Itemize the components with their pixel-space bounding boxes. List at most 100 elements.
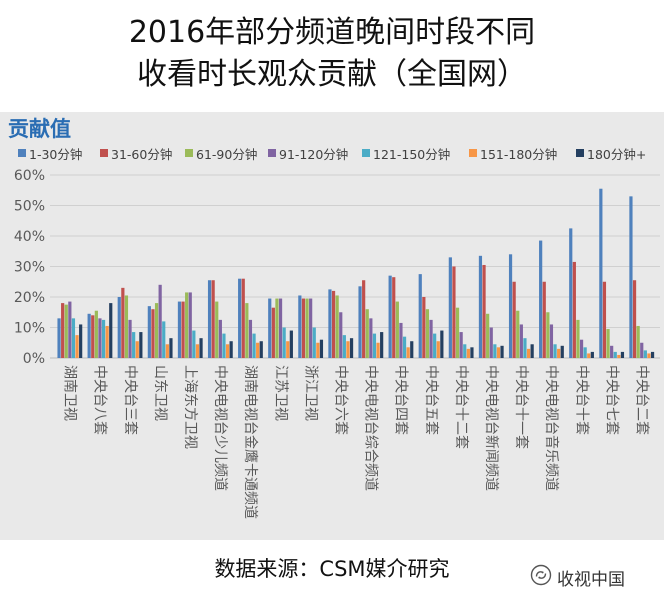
bar-series-2-cat-13 <box>422 297 426 358</box>
y-tick-label: 40% <box>14 229 45 245</box>
bar-series-4-cat-2 <box>98 318 102 358</box>
x-tick-label: 中央台十套 <box>573 365 589 435</box>
bar-series-1-cat-12 <box>388 275 392 358</box>
bar-series-7-cat-10 <box>349 338 354 358</box>
bar-series-2-cat-2 <box>91 315 95 358</box>
bar-series-2-cat-16 <box>512 281 516 358</box>
legend-swatch <box>18 149 26 157</box>
y-tick-label: 30% <box>14 260 45 276</box>
bar-series-4-cat-13 <box>429 319 433 359</box>
bar-series-6-cat-2 <box>105 325 109 358</box>
bar-series-6-cat-4 <box>165 344 169 358</box>
bar-series-5-cat-5 <box>192 330 196 358</box>
bar-series-3-cat-10 <box>335 295 339 358</box>
bar-series-1-cat-1 <box>57 318 61 358</box>
legend-label: 1-30分钟 <box>29 146 83 162</box>
bar-series-6-cat-3 <box>135 341 139 358</box>
bar-series-1-cat-11 <box>358 286 362 358</box>
legend-item-91-120min: 91-120分钟 <box>268 145 348 162</box>
bar-chart-plot: 0% 10% 20% 30% 40% 50% 60% 湖南卫视 中央台八套 中央台三套 山东卫视 上海… <box>14 168 660 519</box>
bar-series-7-cat-18 <box>590 351 594 358</box>
data-source-note: 数据来源：CSM媒介研究 <box>214 557 450 581</box>
bar-series-3-cat-9 <box>305 298 309 358</box>
legend-label: 180分钟+ <box>587 146 647 162</box>
bar-series-4-cat-7 <box>248 319 253 359</box>
bar-series-7-cat-13 <box>440 330 444 358</box>
bar-series-4-cat-12 <box>399 322 403 358</box>
watermark-text: 收视中国 <box>557 569 625 590</box>
bar-series-5-cat-16 <box>523 338 527 358</box>
chart-title-line-2: 收看时长观众贡献（全国网） <box>137 57 527 92</box>
bar-series-3-cat-11 <box>365 309 369 358</box>
bar-series-5-cat-18 <box>583 347 587 358</box>
bar-series-3-cat-13 <box>425 309 430 358</box>
y-tick-label: 50% <box>14 199 45 215</box>
legend-item-31-60min: 31-60分钟 <box>100 145 172 162</box>
bar-series-4-cat-18 <box>579 339 584 358</box>
bar-series-6-cat-10 <box>346 341 350 358</box>
bar-series-6-cat-18 <box>587 353 591 358</box>
bar-series-4-cat-17 <box>549 324 554 358</box>
bar-series-7-cat-9 <box>319 339 324 358</box>
bar-series-7-cat-4 <box>169 338 173 358</box>
legend-item-180min-plus: 180分钟+ <box>576 145 647 162</box>
x-tick-label: 上海东方卫视 <box>182 365 198 449</box>
bar-series-6-cat-11 <box>376 342 380 358</box>
bar-series-4-cat-6 <box>218 319 222 359</box>
bar-series-4-cat-5 <box>188 292 192 358</box>
bar-series-6-cat-9 <box>316 342 320 358</box>
bar-series-5-cat-1 <box>71 318 76 358</box>
bar-series-7-cat-15 <box>500 345 504 358</box>
x-tick-label: 中央电视台新闻频道 <box>483 365 499 491</box>
x-tick-label: 中央电视台综合频道 <box>363 365 379 491</box>
bar-series-5-cat-3 <box>132 332 136 358</box>
y-tick-label: 60% <box>14 168 45 184</box>
x-tick-label: 中央电视台音乐频道 <box>543 365 560 491</box>
bar-series-7-cat-3 <box>139 332 143 358</box>
bar-series-6-cat-12 <box>406 347 410 358</box>
bar-series-6-cat-14 <box>466 348 470 358</box>
x-tick-label: 中央台五套 <box>423 365 439 435</box>
bar-series-3-cat-14 <box>455 307 460 358</box>
bar-series-5-cat-10 <box>342 335 346 359</box>
bar-series-2-cat-15 <box>482 264 486 358</box>
bar-series-3-cat-5 <box>185 292 189 358</box>
bar-series-3-cat-19 <box>606 329 610 358</box>
bar-series-4-cat-4 <box>158 284 162 358</box>
bar-series-6-cat-13 <box>436 341 440 358</box>
bar-series-3-cat-12 <box>395 301 399 358</box>
y-tick-label: 10% <box>14 321 45 337</box>
bar-series-2-cat-11 <box>362 280 366 358</box>
bar-series-7-cat-12 <box>410 341 414 358</box>
legend-item-61-90min: 61-90分钟 <box>185 145 257 162</box>
bar-series-7-cat-17 <box>560 345 564 358</box>
bar-series-7-cat-2 <box>109 303 113 358</box>
bar-series-1-cat-20 <box>629 196 633 358</box>
bar-series-3-cat-3 <box>124 295 129 358</box>
legend-item-1-30min: 1-30分钟 <box>18 145 83 162</box>
bar-series-2-cat-5 <box>181 301 185 358</box>
bar-series-4-cat-10 <box>339 312 343 358</box>
bar-series-1-cat-7 <box>238 278 242 358</box>
bar-series-4-cat-8 <box>278 298 283 358</box>
bar-series-1-cat-13 <box>418 274 422 359</box>
bar-series-2-cat-4 <box>151 309 155 358</box>
legend-swatch <box>268 149 276 157</box>
bar-series-1-cat-4 <box>147 306 151 358</box>
bar-series-5-cat-12 <box>402 336 407 358</box>
bar-series-6-cat-7 <box>256 342 260 358</box>
bar-series-6-cat-5 <box>195 344 200 358</box>
bar-series-1-cat-15 <box>478 255 483 358</box>
bar-series-7-cat-20 <box>650 351 655 358</box>
bar-series-3-cat-20 <box>636 325 640 358</box>
x-tick-label: 中央台十二套 <box>453 365 469 449</box>
bar-series-3-cat-17 <box>546 312 550 358</box>
x-tick-label: 中央台四套 <box>393 365 409 435</box>
bar-series-1-cat-19 <box>599 188 603 358</box>
bar-series-5-cat-17 <box>553 344 557 358</box>
y-tick-label: 20% <box>14 290 45 306</box>
bar-series-2-cat-17 <box>542 281 546 358</box>
bar-series-3-cat-1 <box>64 304 68 359</box>
bar-series-4-cat-3 <box>128 319 132 359</box>
bar-series-3-cat-4 <box>154 303 159 358</box>
